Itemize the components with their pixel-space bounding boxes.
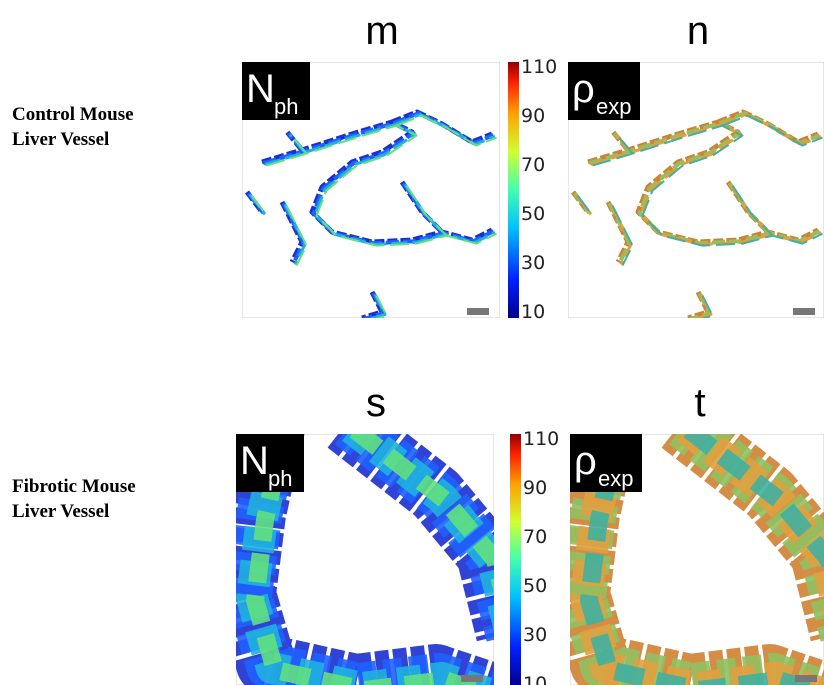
row-label: Fibrotic Mouse <box>12 476 136 497</box>
badge-symbol: ρ <box>572 67 595 111</box>
panel-letter: m <box>365 9 398 53</box>
badge-subscript: ph <box>268 466 292 491</box>
badge-subscript: ph <box>274 94 298 119</box>
scale-bar <box>467 308 489 315</box>
colorbar <box>508 62 519 318</box>
colorbar-tick-label: 90 <box>521 105 545 127</box>
row-label: Liver Vessel <box>12 501 109 522</box>
panel-letter: s <box>366 381 386 425</box>
badge-subscript: exp <box>598 466 633 491</box>
colorbar-tick-label: 10 <box>521 301 545 323</box>
row-label: Control Mouse <box>12 104 134 125</box>
colorbar-tick-label: 50 <box>521 203 545 225</box>
panel-letter: t <box>694 381 705 425</box>
colorbar-tick-label: 110 <box>523 428 559 450</box>
scale-bar <box>461 675 483 682</box>
colorbar-tick-label: 10 <box>523 673 547 685</box>
scale-bar <box>793 308 815 315</box>
panel-letter: n <box>687 9 709 53</box>
colorbar-tick-label: 30 <box>523 624 547 646</box>
colorbar-tick-label: 90 <box>523 477 547 499</box>
colorbar-tick-label: 110 <box>521 56 557 78</box>
colorbar-tick-label: 30 <box>521 252 545 274</box>
badge-symbol: N <box>246 67 275 111</box>
colorbar <box>510 434 521 685</box>
colorbar-tick-label: 70 <box>523 526 547 548</box>
scale-bar <box>795 675 817 682</box>
row-label: Liver Vessel <box>12 129 109 150</box>
colorbar-tick-label: 50 <box>523 575 547 597</box>
badge-symbol: N <box>240 439 269 483</box>
badge-symbol: ρ <box>574 439 597 483</box>
badge-subscript: exp <box>596 94 631 119</box>
colorbar-tick-label: 70 <box>521 154 545 176</box>
figure: Control MouseLiver VesselmNphnρexp110907… <box>0 0 824 685</box>
